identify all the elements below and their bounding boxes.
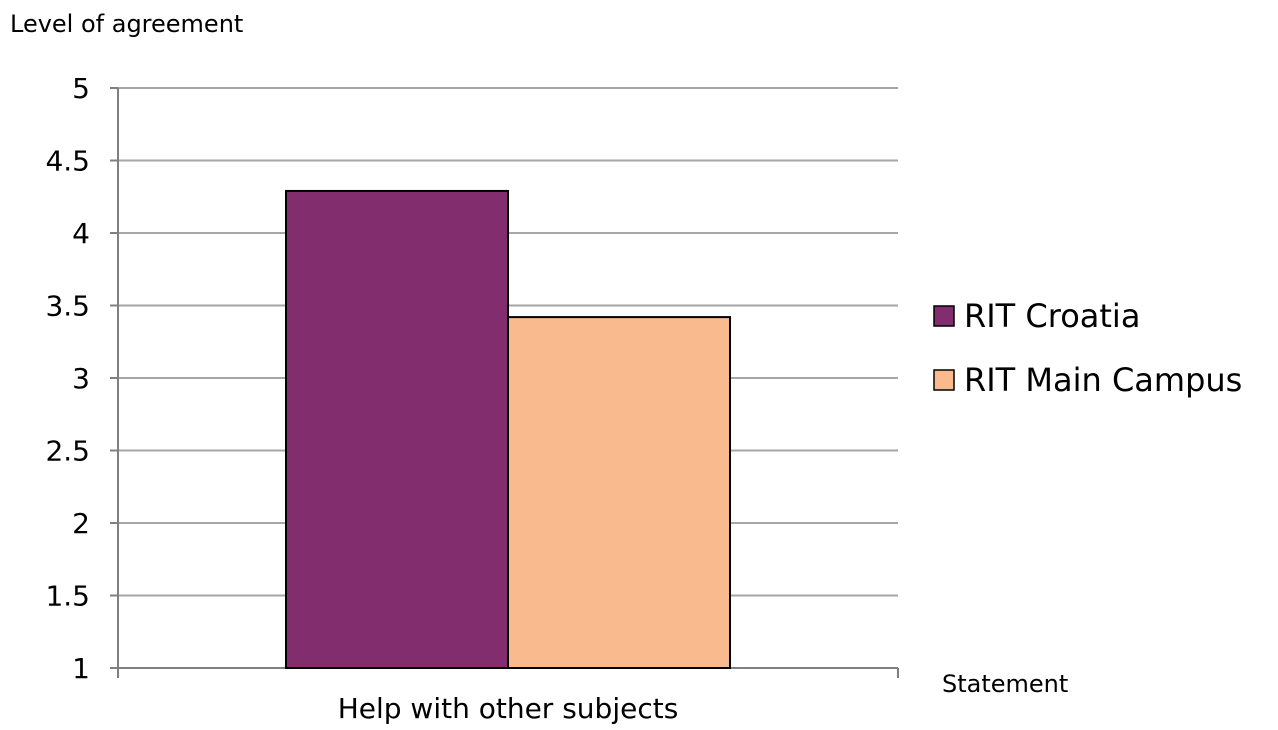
legend: RIT Croatia RIT Main Campus <box>933 297 1242 399</box>
x-axis <box>117 667 899 678</box>
legend-swatch-rit-croatia <box>933 305 955 327</box>
y-tick-label: 1.5 <box>45 580 90 613</box>
y-tick-label: 5 <box>72 72 90 105</box>
bar-rit-croatia <box>285 189 509 669</box>
y-tick-label: 4.5 <box>45 145 90 178</box>
legend-label-rit-croatia: RIT Croatia <box>964 297 1140 335</box>
y-tick-label: 4 <box>72 217 90 250</box>
y-tick-label: 1 <box>72 652 90 685</box>
x-axis-title: Statement <box>942 670 1068 698</box>
y-tick-label: 3.5 <box>45 290 90 323</box>
bar-rit-main-campus <box>507 316 731 669</box>
category-label: Help with other subjects <box>338 692 679 725</box>
bars <box>285 189 731 669</box>
y-axis-title: Level of agreement <box>10 10 243 38</box>
legend-label-rit-main-campus: RIT Main Campus <box>964 361 1242 399</box>
y-tick-label: 2.5 <box>45 435 90 468</box>
legend-swatch-rit-main-campus <box>933 369 955 391</box>
y-tick-label: 2 <box>72 507 90 540</box>
y-axis: 1 1.5 2 2.5 3 3.5 4 4.5 5 <box>45 72 119 685</box>
y-tick-label: 3 <box>72 362 90 395</box>
